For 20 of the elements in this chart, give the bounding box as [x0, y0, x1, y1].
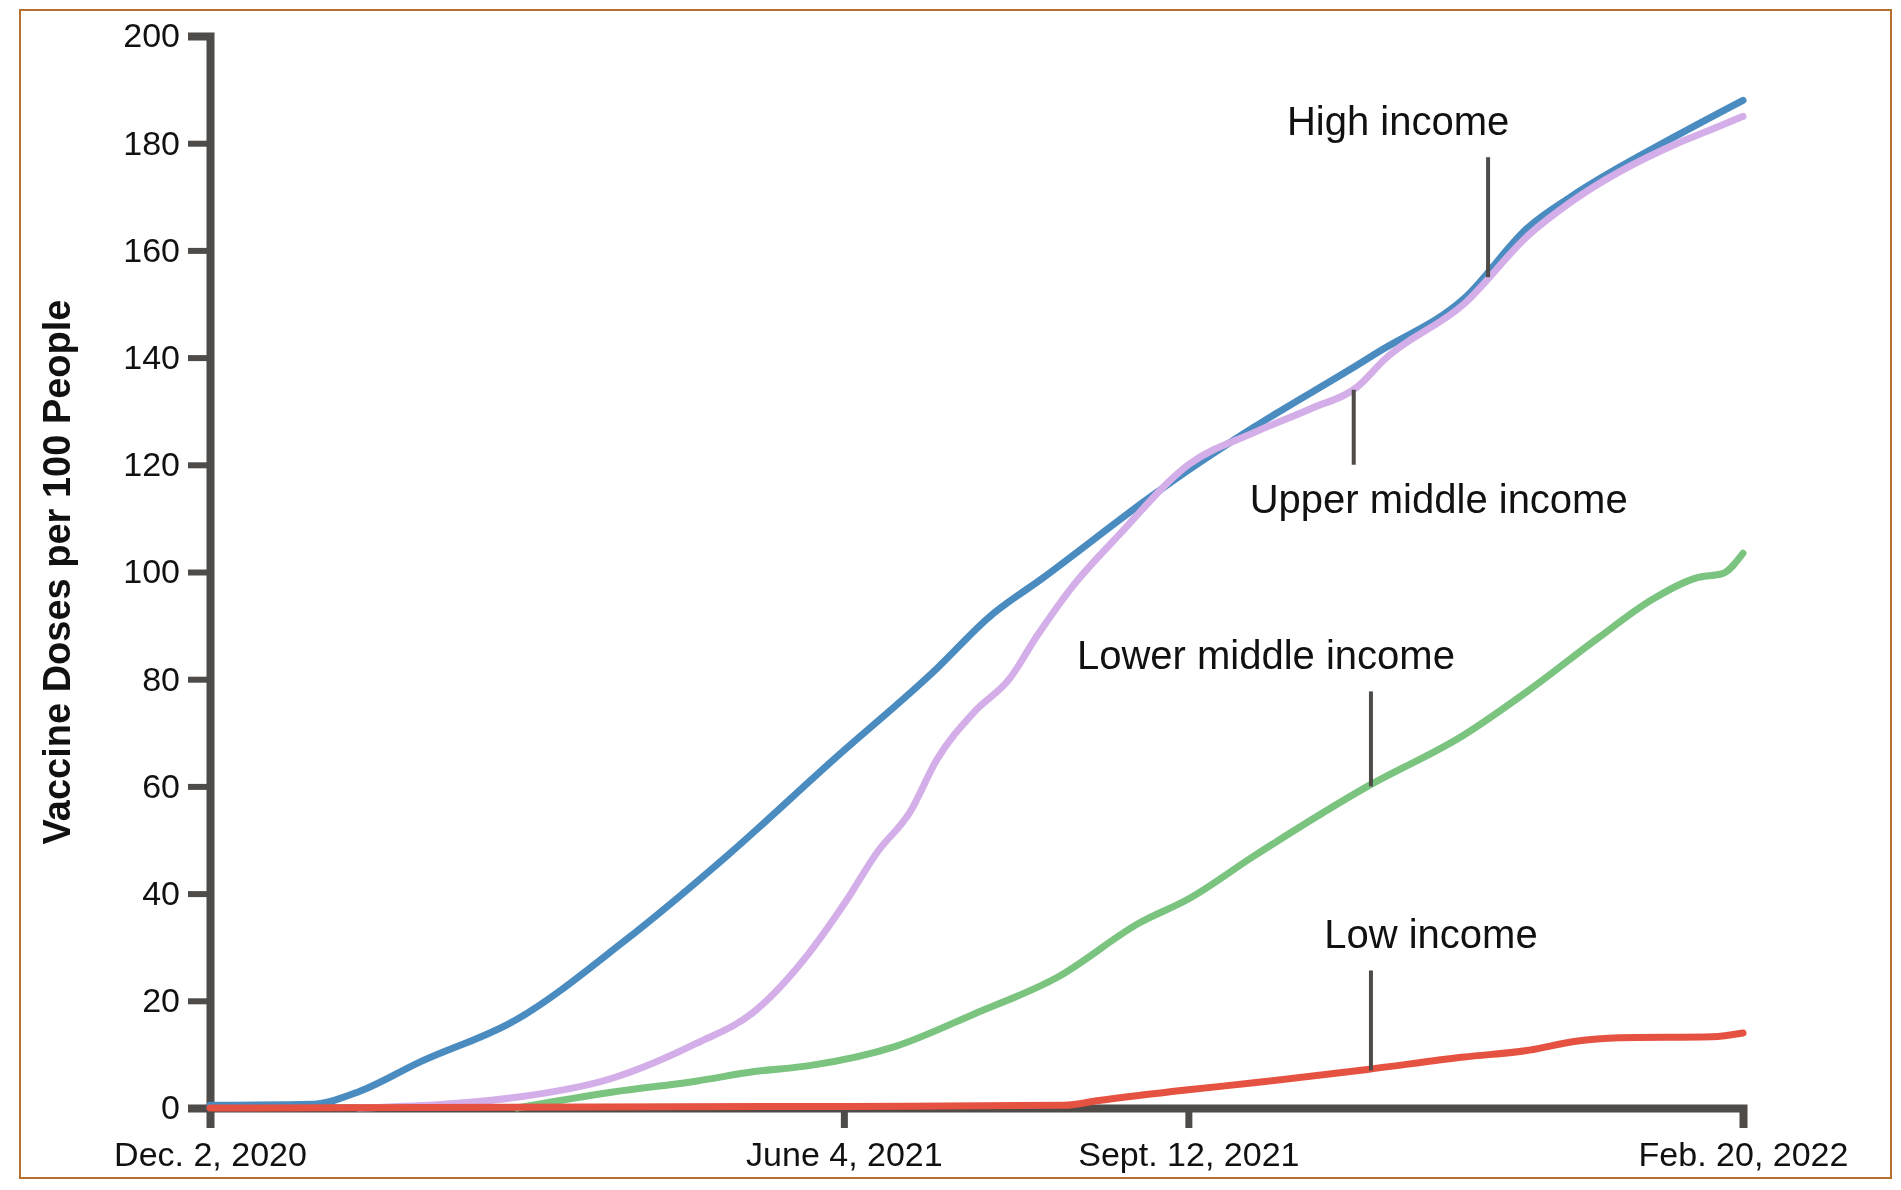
- x-tick-label: June 4, 2021: [746, 1135, 943, 1174]
- y-tick-label: 180: [123, 123, 180, 162]
- y-axis-title: Vaccine Doses per 100 People: [36, 299, 78, 845]
- x-tick-label: Feb. 20, 2022: [1638, 1135, 1849, 1174]
- y-tick-label: 140: [123, 337, 180, 376]
- x-tick-label: Dec. 2, 2020: [114, 1135, 307, 1174]
- y-tick-label: 60: [142, 766, 180, 805]
- x-tick-label: Sept. 12, 2021: [1078, 1135, 1300, 1174]
- y-tick-label: 200: [123, 16, 180, 55]
- y-tick-label: 160: [123, 230, 180, 269]
- annotation: Lower middle income: [1076, 633, 1455, 678]
- y-tick-label: 120: [123, 445, 180, 484]
- y-tick-label: 20: [142, 981, 180, 1020]
- y-tick-label: 100: [123, 552, 180, 591]
- annotation: Upper middle income: [1249, 476, 1628, 521]
- y-tick-label: 80: [142, 659, 180, 698]
- y-tick-label: 0: [161, 1088, 180, 1127]
- y-tick-label: 40: [142, 873, 180, 912]
- annotation: High income: [1286, 99, 1510, 144]
- annotation: Low income: [1324, 912, 1538, 957]
